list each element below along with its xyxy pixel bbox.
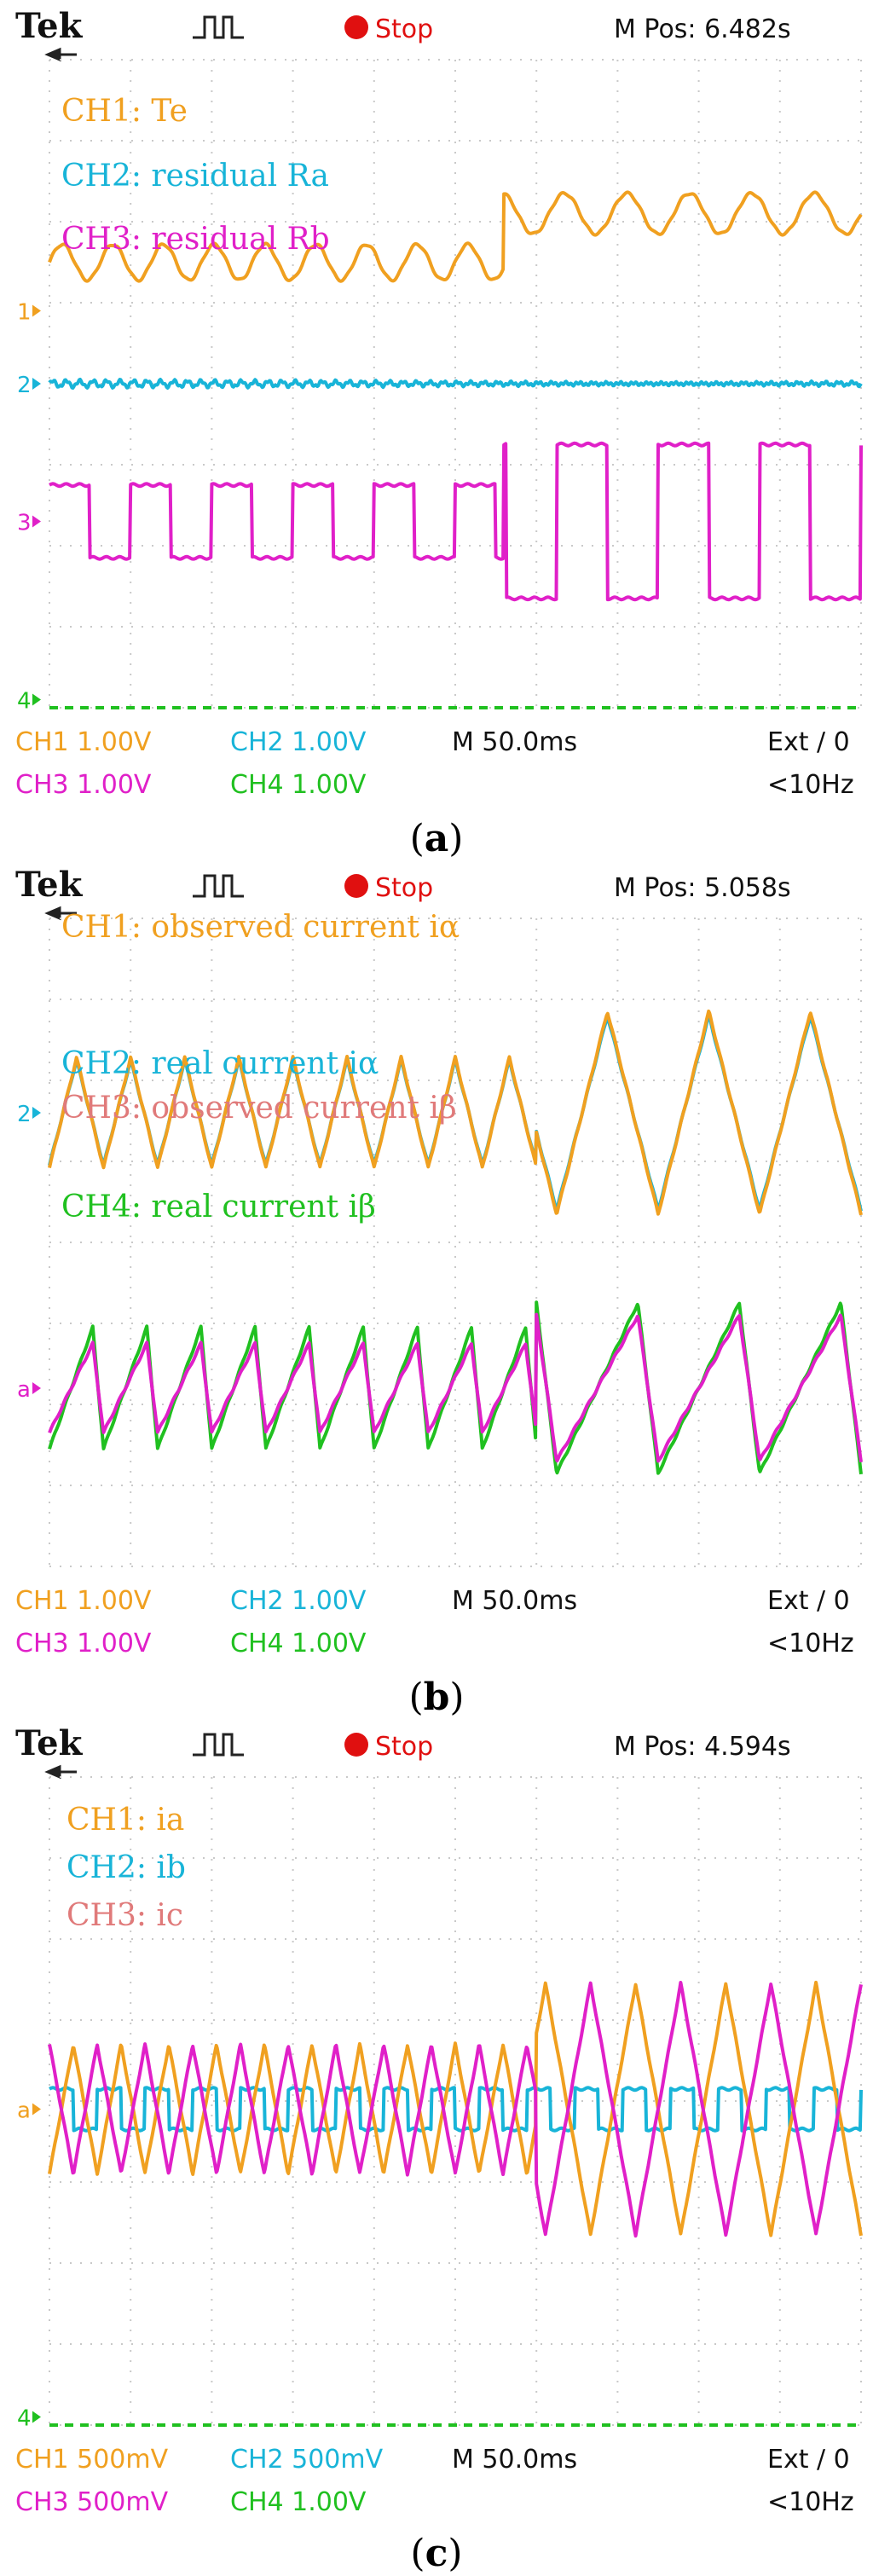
channel-marker-4: 4	[17, 2406, 32, 2432]
footer-readout: <10Hz	[767, 1629, 854, 1658]
channel-marker-2: 2	[17, 1102, 32, 1127]
brand-label: Tek	[15, 6, 84, 46]
annotation-ch4: CH4: real current iβ	[61, 1190, 376, 1224]
channel-marker-2: 2	[17, 373, 32, 398]
footer-readout: <10Hz	[767, 770, 854, 800]
channel-marker-arrow	[32, 515, 41, 528]
stop-indicator-icon	[344, 1733, 368, 1757]
footer-readout: Ext ∕ 0	[767, 1586, 850, 1616]
footer-readout: CH2 500mV	[230, 2445, 384, 2475]
trace-ch3	[48, 1981, 863, 2238]
channel-marker-arrow	[32, 304, 41, 317]
mpos-label: M Pos: 5.058s	[614, 873, 791, 903]
trace-ch2	[48, 377, 863, 390]
oscilloscope-screen-a: Tek Stop M Pos: 6.482s 1 2 3 4 CH1: Te CH2: resi…	[0, 0, 873, 819]
trace-ch1	[48, 1980, 863, 2237]
caption-b: (b)	[408, 1676, 465, 1719]
brand-label: Tek	[15, 865, 84, 905]
footer-readout: CH3 500mV	[15, 2487, 169, 2517]
channel-marker-arrow	[32, 1382, 41, 1394]
annotation-ch1: CH1: Te	[61, 94, 188, 129]
channel-marker-arrow	[32, 2103, 41, 2116]
channel-marker-arrow	[32, 2411, 41, 2423]
footer-readout: CH4 1.00V	[230, 1629, 367, 1658]
oscilloscope-screen-b: Tek Stop M Pos: 5.058s 2 a CH1: observed curr…	[0, 859, 873, 1677]
screen-background	[0, 859, 873, 1677]
footer-readout: Ext ∕ 0	[767, 727, 850, 757]
channel-marker-arrow	[32, 378, 41, 390]
trigger-position-marker	[44, 906, 77, 921]
annotation-ch1: CH1: ia	[66, 1803, 184, 1838]
footer-readout: CH4 1.00V	[230, 770, 367, 800]
annotation-ch1: CH1: observed current iα	[61, 910, 460, 945]
channel-marker-3: 3	[17, 511, 32, 536]
footer-readout: CH1 1.00V	[15, 727, 152, 757]
trigger-position-marker	[44, 1764, 77, 1780]
status-label: Stop	[375, 14, 433, 44]
channel-marker-arrow	[32, 693, 41, 706]
status-label: Stop	[375, 873, 433, 903]
trace-ch1	[48, 190, 863, 283]
stop-indicator-icon	[344, 15, 368, 39]
footer-readout: CH1 1.00V	[15, 1586, 152, 1616]
trigger-icon	[193, 1733, 244, 1757]
trigger-position-marker	[44, 47, 77, 62]
mpos-label: M Pos: 4.594s	[614, 1732, 791, 1762]
trace-ch1	[48, 1009, 863, 1216]
annotation-ch2: CH2: real current iα	[61, 1046, 379, 1081]
annotation-ch2: CH2: ib	[66, 1850, 186, 1885]
caption-a: (a)	[409, 817, 464, 860]
channel-marker-1: 1	[17, 300, 32, 326]
screen-background	[0, 0, 873, 819]
footer-readout: CH2 1.00V	[230, 727, 367, 757]
trace-ch3	[48, 1312, 863, 1463]
annotation-ch3: CH3: residual Rb	[61, 222, 330, 257]
oscilloscope-screen-c: Tek Stop M Pos: 4.594s a 4 CH1: ia CH2: ib CH3:…	[0, 1717, 873, 2536]
stop-indicator-icon	[344, 874, 368, 898]
annotation-ch3label: CH3: observed current iβ	[61, 1091, 457, 1126]
footer-readout: CH3 1.00V	[15, 1629, 152, 1658]
status-label: Stop	[375, 1732, 433, 1762]
mpos-label: M Pos: 6.482s	[614, 14, 791, 44]
channel-marker-a: a	[17, 2098, 31, 2124]
footer-readout: Ext ∕ 0	[767, 2445, 850, 2475]
footer-readout: M 50.0ms	[452, 727, 577, 757]
trigger-icon	[193, 874, 244, 898]
trace-ch3	[49, 441, 863, 602]
scope-panel-b: Tek Stop M Pos: 5.058s 2 a CH1: observed curr…	[0, 859, 873, 1719]
footer-readout: CH1 500mV	[15, 2445, 169, 2475]
annotation-ch3label: CH3: ic	[66, 1898, 183, 1933]
footer-readout: M 50.0ms	[452, 2445, 577, 2475]
annotation-ch2: CH2: residual Ra	[61, 159, 329, 194]
footer-readout: <10Hz	[767, 2487, 854, 2517]
brand-label: Tek	[15, 1723, 84, 1763]
channel-marker-arrow	[32, 1107, 41, 1119]
scope-panel-c: Tek Stop M Pos: 4.594s a 4 CH1: ia CH2: ib CH3:…	[0, 1717, 873, 2575]
footer-readout: CH3 1.00V	[15, 770, 152, 800]
footer-readout: CH2 1.00V	[230, 1586, 367, 1616]
scope-panel-a: Tek Stop M Pos: 6.482s 1 2 3 4 CH1: Te CH2: resi…	[0, 0, 873, 860]
channel-marker-4: 4	[17, 689, 32, 715]
caption-c: (c)	[410, 2532, 463, 2575]
footer-readout: CH4 1.00V	[230, 2487, 367, 2517]
trigger-icon	[193, 15, 244, 39]
footer-readout: M 50.0ms	[452, 1586, 577, 1616]
channel-marker-a: a	[17, 1377, 31, 1403]
